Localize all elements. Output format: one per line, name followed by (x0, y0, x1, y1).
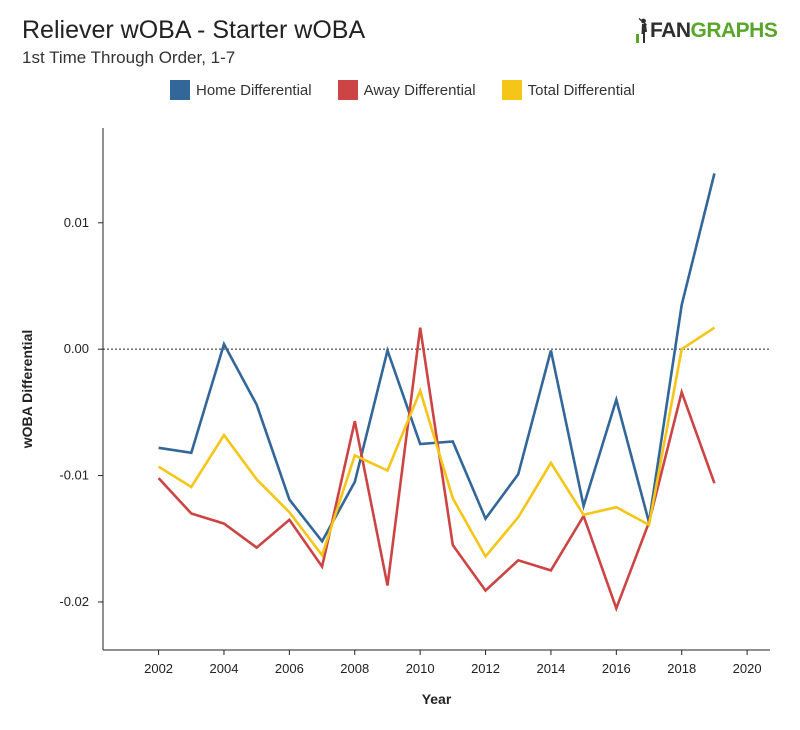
fangraphs-logo: FANGRAPHS (636, 18, 778, 44)
x-tick-label: 2016 (602, 661, 631, 676)
y-axis-title: wOBA Differential (19, 330, 35, 450)
x-tick-label: 2012 (471, 661, 500, 676)
legend-swatch-away (337, 80, 358, 100)
x-tick-label: 2002 (144, 661, 173, 676)
logo-text-fan: FAN (650, 19, 691, 42)
x-tick-label: 2006 (275, 661, 304, 676)
x-axis-title: Year (422, 691, 452, 707)
legend-item-away: Away Differential (337, 80, 476, 100)
series-line-total (157, 326, 716, 559)
legend-swatch-home (170, 80, 190, 100)
y-tick-label: 0.00 (64, 341, 89, 356)
legend-item-total: Total Differential (501, 80, 635, 100)
x-tick-label: 2020 (733, 661, 762, 676)
chart-series (157, 173, 716, 613)
chart-legend: Home Differential Away Differential Tota… (170, 80, 661, 100)
logo-text-graphs: GRAPHS (690, 19, 778, 42)
x-tick-label: 2014 (536, 661, 565, 676)
series-line-home (158, 173, 716, 544)
x-tick-label: 2008 (340, 661, 369, 676)
legend-label-total: Total Differential (527, 81, 635, 99)
legend-label-home: Home Differential (196, 81, 312, 99)
x-tick-label: 2018 (667, 661, 696, 676)
legend-label-away: Away Differential (363, 81, 476, 99)
legend-item-home: Home Differential (170, 80, 312, 100)
series-line-away (157, 327, 716, 613)
batter-icon (636, 18, 647, 43)
x-tick-label: 2004 (210, 661, 239, 676)
y-tick-label: -0.01 (59, 468, 89, 483)
y-tick-label: 0.01 (64, 215, 89, 230)
chart-title: Reliever wOBA - Starter wOBA (22, 16, 366, 44)
legend-swatch-total (501, 80, 522, 100)
chart-axes: -0.02 -0.01 0.00 0.01 2002 2004 2006 2008 2010 20… (59, 128, 770, 676)
y-tick-label: -0.02 (59, 594, 89, 609)
chart-subtitle: 1st Time Through Order, 1-7 (22, 48, 236, 67)
x-tick-label: 2010 (406, 661, 435, 676)
